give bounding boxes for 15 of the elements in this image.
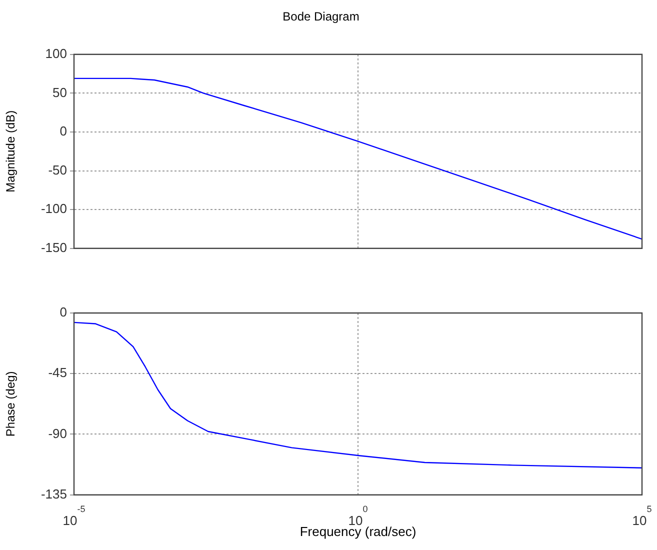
y-tick-label: -90 [48,426,67,441]
y-tick-label: -150 [40,240,67,255]
y-tick-label: -50 [48,162,67,178]
y-tick-label: 100 [45,46,67,61]
y-tick-label: -100 [40,201,67,216]
y-tick-label: 0 [60,124,67,139]
y-axis-title: Phase (deg) [4,371,18,437]
y-axis-title: Magnitude (dB) [4,110,18,192]
y-tick-label: 50 [52,84,67,100]
y-tick-label: -45 [48,365,67,380]
x-tick-label: 10-5 [62,504,86,528]
y-tick-label: -135 [40,486,67,502]
y-tick-label: 0 [60,304,67,320]
chart-title: Bode Diagram [282,10,360,24]
x-tick-label: 105 [632,504,652,528]
